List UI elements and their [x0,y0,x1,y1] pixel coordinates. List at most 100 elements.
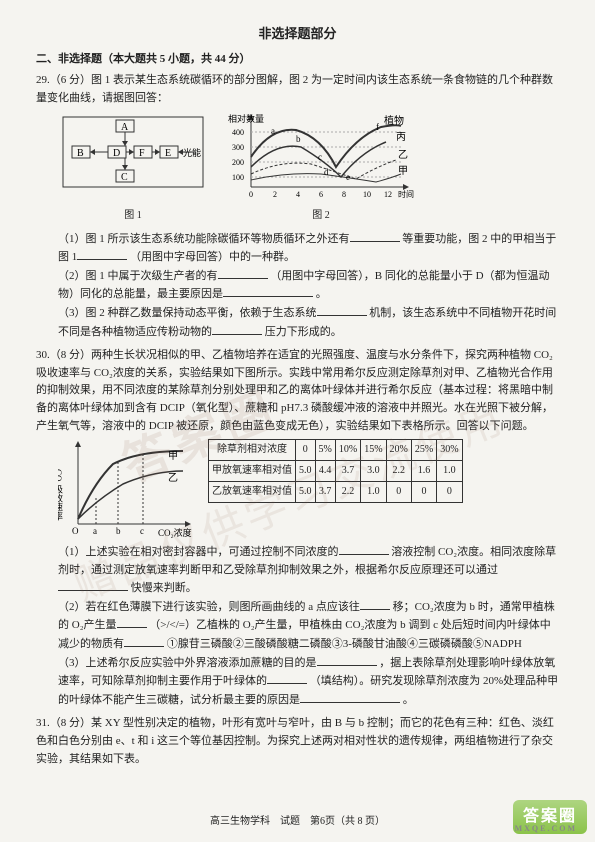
svg-text:c: c [140,526,144,536]
text: ①腺苷三磷酸②三酸磷酸糖二磷酸③3-磷酸甘油酸④三碳磷磷酸⑤NADPH [167,638,522,650]
th: 10% [335,440,360,461]
blank [218,267,268,279]
blank [350,230,400,242]
svg-text:E: E [165,148,171,159]
th: 5% [315,440,335,461]
blank [360,598,390,610]
svg-text:相对数量: 相对数量 [228,113,264,124]
svg-text:200: 200 [232,158,244,167]
fig2-svg: 相对数量 100 200 300 400 植物 丙 乙 甲 a [226,112,416,202]
blank [300,691,400,703]
svg-text:c: c [318,152,322,162]
fig1-svg: A B C D E F 光能 [58,112,208,202]
th: 30% [437,440,462,461]
text: （3）上述希尔反应实验中外界溶液添加蔗糖的目的是 [58,657,317,669]
th: 0 [296,440,316,461]
svg-text:a: a [93,526,97,536]
question-30: 30.（8 分）两种生长状况相似的甲、乙植物培养在适宜的光照强度、温度与水分条件… [36,347,559,709]
svg-text:B: B [77,148,84,159]
svg-text:0: 0 [249,190,253,199]
text: 快慢来判断。 [131,582,197,594]
svg-text:300: 300 [232,143,244,152]
cell: 4.4 [315,461,335,482]
blank [212,323,262,335]
text: （1）图 1 所示该生态系统功能除碳循环等物质循环之外还有 [58,233,350,245]
text: 。 [316,288,327,300]
page-footer: 高三生物学科 试题 第6页（共 8 页） [0,814,595,830]
blank [317,304,367,316]
row-label: 乙放氧速率相对值 [209,482,296,503]
cell: 2.2 [335,482,360,503]
blank [58,579,128,591]
svg-text:100: 100 [232,173,244,182]
question-29: 29.（6 分）图 1 表示某生态系统碳循环的部分图解，图 2 为一定时间内该生… [36,72,559,341]
cell: 3.7 [335,461,360,482]
text: （用图中字母回答）中的一种群。 [130,251,295,263]
q30-p1: （1）上述实验在相对密封容器中，可通过控制不同浓度的 溶液控制 CO₂浓度。相同… [36,543,559,598]
text: 压力下形成的。 [265,326,342,338]
question-31: 31.（8 分）某 XY 型性别决定的植物，叶形有宽叶与窄叶，由 B 与 b 控… [36,715,559,768]
svg-text:植物: 植物 [384,114,404,127]
th: 15% [361,440,386,461]
svg-text:甲: 甲 [168,451,178,462]
blank [117,616,147,628]
text: （2）图 1 中属于次级生产者的有 [58,270,218,282]
svg-text:乙: 乙 [168,472,178,484]
th: 25% [411,440,436,461]
svg-text:甲: 甲 [398,166,408,177]
q30-chart: CO₂吸收速率 CO₂浓度 O a b c 甲 乙 [58,439,198,539]
cell: 1.6 [411,461,436,482]
svg-text:光能: 光能 [183,147,201,158]
q29-p2: （2）图 1 中属于次级生产者的有 （用图中字母回答），B 同化的总能量小于 D… [36,267,559,304]
text: 。 [403,694,414,706]
blank [267,672,307,684]
blank [124,635,164,647]
q30-table: 除草剂相对浓度 0 5% 10% 15% 20% 25% 30% 甲放氧速率相对… [208,439,463,503]
section-title: 非选择题部分 [36,24,559,45]
blank [339,543,389,555]
svg-text:8: 8 [342,190,346,199]
svg-text:丙: 丙 [396,132,406,143]
svg-text:乙: 乙 [398,149,408,161]
figure-1: A B C D E F 光能 图 1 [58,112,208,224]
svg-text:O: O [72,526,79,536]
cell: 1.0 [361,482,386,503]
blank [77,248,127,260]
fig2-label: 图 2 [226,208,416,224]
cell: 5.0 [296,461,316,482]
q30-stem: 30.（8 分）两种生长状况相似的甲、乙植物培养在适宜的光照强度、温度与水分条件… [36,347,559,435]
svg-text:D: D [113,148,120,159]
svg-text:b: b [296,134,301,144]
cell: 0 [386,482,411,503]
svg-text:C: C [121,172,128,183]
th: 除草剂相对浓度 [209,440,296,461]
q29-stem: 29.（6 分）图 1 表示某生态系统碳循环的部分图解，图 2 为一定时间内该生… [36,72,559,107]
cell: 3.7 [315,482,335,503]
svg-text:d: d [324,167,329,177]
svg-text:6: 6 [319,190,323,199]
text: （3）图 2 种群乙数量保持动态平衡，依赖于生态系统 [58,307,317,319]
q30-chart-table: CO₂吸收速率 CO₂浓度 O a b c 甲 乙 除草剂相对浓度 0 5% 1… [58,439,559,539]
cell: 0 [437,482,462,503]
svg-text:400: 400 [232,128,244,137]
subsection-heading: 二、非选择题（本大题共 5 小题，共 44 分） [36,51,559,69]
svg-text:e: e [346,172,350,182]
cell: 5.0 [296,482,316,503]
text: （1）上述实验在相对密封容器中，可通过控制不同浓度的 [58,546,339,558]
q29-p1: （1）图 1 所示该生态系统功能除碳循环等物质循环之外还有 等重要功能，图 2 … [36,230,559,267]
svg-text:a: a [271,126,275,136]
cell: 2.2 [386,461,411,482]
q29-p3: （3）图 2 种群乙数量保持动态平衡，依赖于生态系统 机制，该生态系统中不同植物… [36,304,559,341]
cell: 1.0 [437,461,462,482]
q30-p3: （3）上述希尔反应实验中外界溶液添加蔗糖的目的是 ，据上表除草剂处理影响叶绿体放… [36,654,559,710]
th: 20% [386,440,411,461]
svg-text:4: 4 [296,190,300,199]
svg-text:10: 10 [363,190,371,199]
q29-figures: A B C D E F 光能 图 1 相对数量 1 [58,112,559,224]
blank [317,654,377,666]
svg-text:2: 2 [273,190,277,199]
q30-p2: （2）若在红色薄膜下进行该实验，则图所画曲线的 a 点应该往 移；CO₂浓度为 … [36,598,559,654]
svg-text:12: 12 [384,190,392,199]
svg-text:A: A [121,122,129,133]
figure-2: 相对数量 100 200 300 400 植物 丙 乙 甲 a [226,112,416,224]
